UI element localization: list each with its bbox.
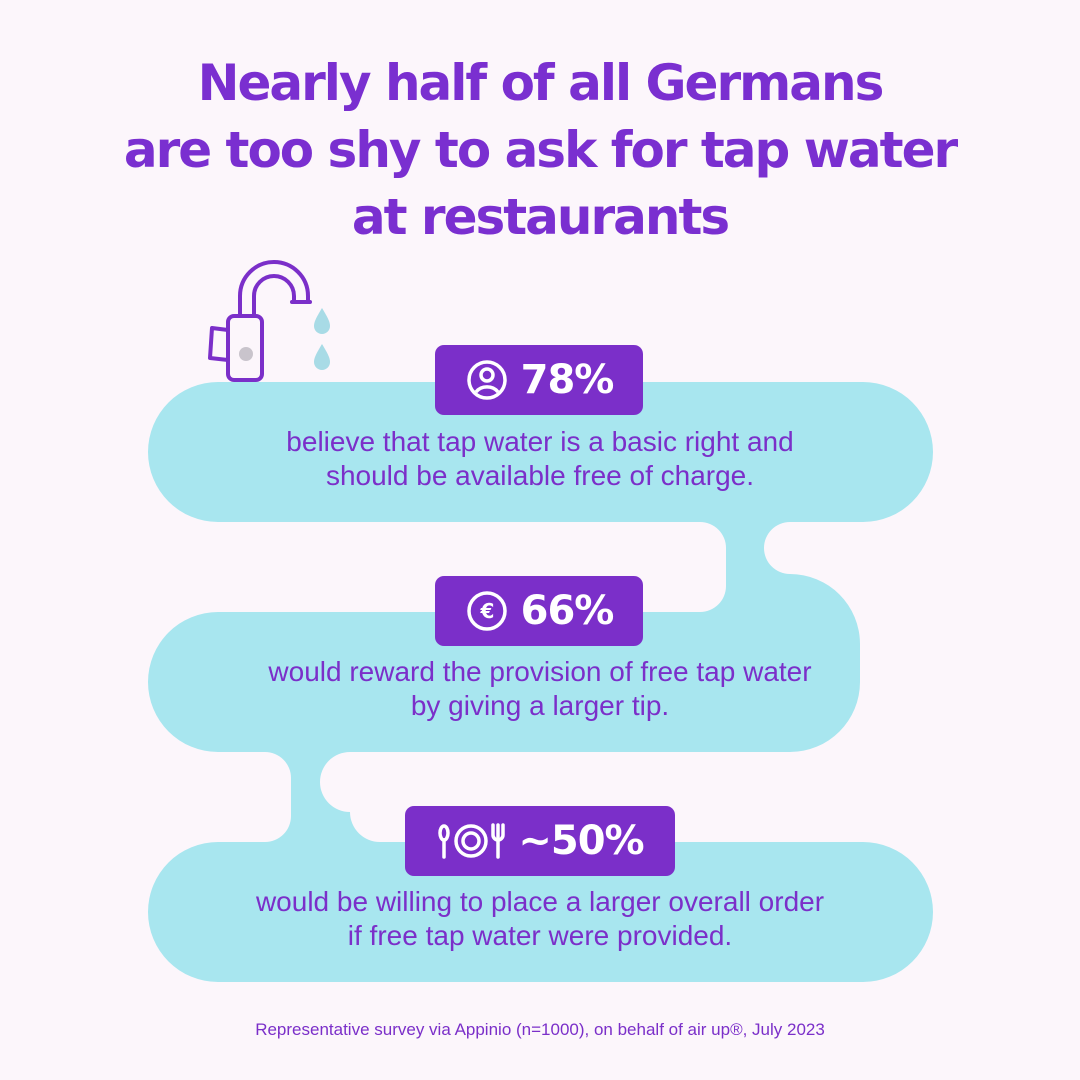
stat-description: believe that tap water is a basic right … [150, 425, 930, 493]
stat-value: ~50% [518, 818, 644, 864]
stat-description-line: should be available free of charge. [325, 460, 755, 491]
title-line-1: Nearly half of all Germans [197, 54, 885, 112]
stat-description-line: would reward the provision of free tap w… [268, 656, 812, 687]
euro-icon: € [465, 589, 509, 633]
title-line-2: are too shy to ask for tap water [123, 121, 958, 179]
plate-cutlery-icon [436, 819, 506, 863]
source-footnote: Representative survey via Appinio (n=100… [255, 1020, 825, 1039]
stat-description-line: believe that tap water is a basic right … [286, 426, 794, 457]
water-drop-icon [314, 308, 330, 334]
svg-text:€: € [479, 599, 493, 623]
stat-badge-78: 78% [435, 345, 643, 415]
stat-description-line: if free tap water were provided. [347, 920, 733, 951]
stat-badge-50: ~50% [405, 806, 675, 876]
stat-description: would reward the provision of free tap w… [150, 655, 930, 723]
page-title: Nearly half of all Germans are too shy t… [0, 50, 1080, 251]
water-drop-icon [314, 344, 330, 370]
stat-description-line: would be willing to place a larger overa… [255, 886, 825, 917]
person-icon [465, 358, 509, 402]
stat-badge-66: € 66% [435, 576, 643, 646]
faucet-icon [208, 260, 330, 382]
stat-value: 66% [520, 588, 615, 634]
stat-value: 78% [520, 357, 615, 403]
stat-description: would be willing to place a larger overa… [150, 885, 930, 953]
title-line-3: at restaurants [351, 188, 730, 246]
stat-description-line: by giving a larger tip. [410, 690, 670, 721]
